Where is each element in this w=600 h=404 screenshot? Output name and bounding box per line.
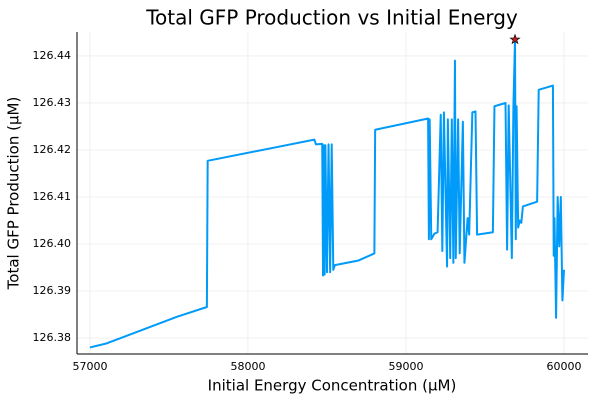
y-tick-label: 126.38 (33, 331, 72, 344)
y-axis-label: Total GFP Production (μM) (5, 97, 23, 291)
y-tick-label: 126.39 (33, 284, 72, 297)
x-tick-label: 58000 (230, 360, 265, 373)
x-tick-label: 59000 (388, 360, 423, 373)
data-line (89, 38, 565, 349)
x-tick-label: 57000 (72, 360, 107, 373)
y-tick-label: 126.43 (33, 96, 72, 109)
x-axis-label: Initial Energy Concentration (μM) (208, 377, 457, 395)
y-tick-label: 126.41 (33, 190, 72, 203)
y-tick-label: 126.40 (33, 237, 72, 250)
x-tick-label: 60000 (546, 360, 581, 373)
max-marker (509, 33, 521, 45)
y-tick-label: 126.44 (33, 49, 72, 62)
chart-title: Total GFP Production vs Initial Energy (145, 6, 518, 30)
y-tick-label: 126.42 (33, 143, 72, 156)
